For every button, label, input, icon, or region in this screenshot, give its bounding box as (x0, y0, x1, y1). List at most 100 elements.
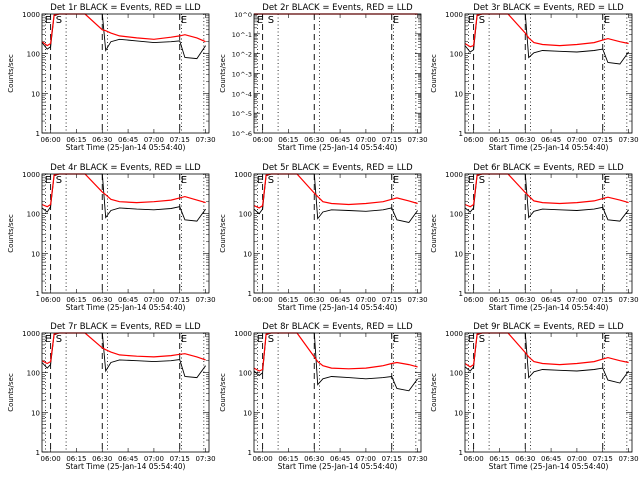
y-tick-label: 10^-3 (232, 71, 252, 79)
x-axis-label: Start Time (25-Jan-14 05:54:40) (66, 462, 186, 471)
annotation-e: E (45, 175, 51, 186)
x-tick-label: 06:00 (253, 136, 273, 144)
x-tick-label: 06:30 (92, 455, 112, 463)
x-tick-label: 07:15 (593, 136, 613, 144)
x-tick-label: 06:15 (66, 296, 86, 304)
y-tick-label: 10^0 (234, 11, 252, 19)
x-tick-label: 06:15 (278, 455, 298, 463)
x-tick-label: 07:15 (170, 455, 190, 463)
x-tick-label: 06:00 (464, 455, 484, 463)
plot-frame (464, 13, 633, 134)
x-tick-label: 07:00 (144, 136, 164, 144)
chart-panel-9: Det 9r BLACK = Events, RED = LLD 06:00 06:… (430, 322, 639, 471)
y-tick-label: 1 (459, 290, 463, 298)
y-tick-label: 10 (454, 90, 463, 98)
x-tick-label: 06:00 (464, 296, 484, 304)
chart-panel-4: Det 4r BLACK = Events, RED = LLD 06:00 06:… (7, 163, 216, 312)
x-tick-label: 06:30 (92, 136, 112, 144)
x-tick-label: 07:30 (618, 136, 638, 144)
x-tick-label: 07:00 (356, 455, 376, 463)
x-tick-label: 07:30 (195, 296, 215, 304)
x-tick-label: 07:15 (593, 455, 613, 463)
panel-title: Det 9r BLACK = Events, RED = LLD (473, 322, 624, 332)
annotation-s: S (268, 15, 274, 26)
x-tick-label: 07:00 (356, 136, 376, 144)
x-tick-label: 06:15 (278, 136, 298, 144)
x-tick-label: 06:15 (489, 136, 509, 144)
lld-series-line (41, 173, 206, 208)
x-axis-label: Start Time (25-Jan-14 05:54:40) (278, 462, 398, 471)
panel-title: Det 8r BLACK = Events, RED = LLD (262, 322, 413, 332)
y-tick-label: 1 (248, 449, 252, 457)
x-axis-label: Start Time (25-Jan-14 05:54:40) (489, 143, 609, 152)
x-tick-label: 07:15 (382, 296, 402, 304)
lld-series-line (464, 173, 629, 208)
y-tick-label: 10^-6 (232, 130, 252, 138)
y-tick-label: 100 (27, 211, 40, 219)
x-tick-label: 07:15 (382, 136, 402, 144)
lld-series-line (464, 13, 629, 48)
x-tick-label: 07:15 (593, 296, 613, 304)
x-tick-label: 06:00 (41, 136, 61, 144)
x-tick-label: 06:30 (515, 136, 535, 144)
annotation-e-end: E (181, 175, 187, 186)
annotation-e: E (45, 334, 51, 345)
y-axis-label: Counts/sec (219, 373, 227, 412)
x-tick-label: 06:30 (92, 296, 112, 304)
x-tick-label: 06:15 (489, 296, 509, 304)
x-tick-label: 06:00 (464, 136, 484, 144)
y-axis-label: Counts/sec (7, 214, 15, 253)
x-axis-label: Start Time (25-Jan-14 05:54:40) (66, 143, 186, 152)
y-tick-label: 1000 (22, 171, 40, 179)
annotation-s: S (479, 175, 485, 186)
panel-title: Det 5r BLACK = Events, RED = LLD (262, 163, 413, 173)
y-tick-label: 1000 (22, 330, 40, 338)
chart-panel-6: Det 6r BLACK = Events, RED = LLD 06:00 06:… (430, 163, 639, 312)
y-axis-label: Counts/sec (219, 214, 227, 253)
annotation-s: S (479, 15, 485, 26)
annotation-e: E (257, 175, 263, 186)
annotation-e-end: E (604, 15, 610, 26)
y-tick-label: 10 (31, 409, 40, 417)
chart-panel-2: Det 2r BLACK = Events, RED = LLD 06:00 06:… (219, 3, 428, 152)
x-tick-label: 07:30 (407, 455, 427, 463)
y-tick-label: 100 (450, 370, 463, 378)
annotation-s: S (479, 334, 485, 345)
lld-series-line (41, 332, 206, 365)
chart-panel-8: Det 8r BLACK = Events, RED = LLD 06:00 06:… (219, 322, 428, 471)
y-tick-label: 10^-5 (232, 110, 252, 118)
lld-series-line (41, 13, 206, 47)
y-tick-label: 1 (36, 290, 40, 298)
y-tick-label: 1 (459, 449, 463, 457)
plot-frame (253, 173, 422, 294)
x-tick-label: 07:30 (195, 455, 215, 463)
x-axis-label: Start Time (25-Jan-14 05:54:40) (489, 462, 609, 471)
x-tick-label: 07:00 (356, 296, 376, 304)
x-tick-label: 06:45 (541, 455, 561, 463)
x-tick-label: 07:30 (618, 296, 638, 304)
annotation-e-end: E (604, 334, 610, 345)
panel-title: Det 1r BLACK = Events, RED = LLD (50, 3, 201, 13)
x-tick-label: 06:45 (541, 136, 561, 144)
y-tick-label: 100 (27, 51, 40, 59)
y-tick-label: 10 (454, 250, 463, 258)
x-tick-label: 06:15 (278, 296, 298, 304)
y-tick-label: 10 (31, 90, 40, 98)
y-axis-label: Counts/sec (7, 373, 15, 412)
annotation-e: E (257, 334, 263, 345)
panel-title: Det 7r BLACK = Events, RED = LLD (50, 322, 201, 332)
y-tick-label: 100 (450, 51, 463, 59)
y-tick-label: 1000 (22, 11, 40, 19)
x-tick-label: 06:45 (118, 296, 138, 304)
y-tick-label: 1 (36, 130, 40, 138)
x-tick-label: 07:15 (170, 136, 190, 144)
x-tick-label: 06:00 (253, 455, 273, 463)
x-tick-label: 07:30 (407, 296, 427, 304)
x-tick-label: 06:45 (118, 455, 138, 463)
x-tick-label: 07:30 (407, 136, 427, 144)
x-tick-label: 06:00 (253, 296, 273, 304)
y-axis-label: Counts/sec (7, 54, 15, 93)
x-tick-label: 07:00 (567, 455, 587, 463)
x-tick-label: 06:15 (489, 455, 509, 463)
